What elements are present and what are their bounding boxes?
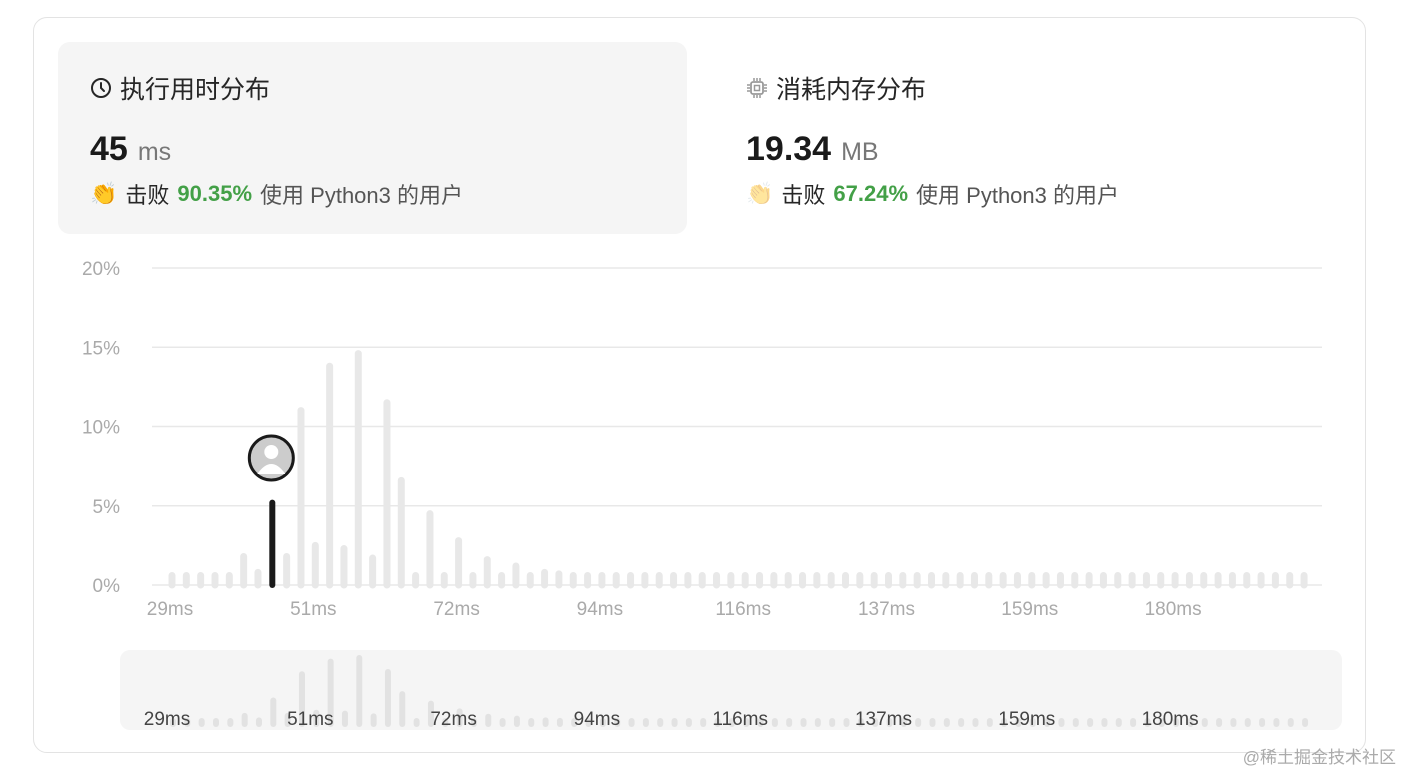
runtime-title-text: 执行用时分布: [120, 76, 271, 104]
memory-title: 消耗内存分布: [746, 70, 926, 106]
memory-panel[interactable]: 消耗内存分布 19.34 MB 👏 击败 67.24% 使用 Python3 的…: [714, 42, 1343, 234]
beats-percent: 67.24%: [833, 181, 909, 206]
memory-title-text: 消耗内存分布: [776, 76, 927, 104]
runtime-number: 45: [90, 130, 128, 168]
memory-number: 19.34: [746, 130, 832, 168]
beats-label: 击败: [125, 183, 170, 208]
memory-unit: MB: [841, 138, 879, 166]
runtime-unit: ms: [137, 138, 172, 166]
runtime-value: 45 ms: [90, 130, 171, 169]
memory-value: 19.34 MB: [746, 130, 879, 169]
clap-icon: 👏: [90, 181, 118, 206]
clap-icon: 👏: [746, 181, 774, 206]
beats-suffix: 使用 Python3 的用户: [916, 183, 1119, 208]
memory-beats: 👏 击败 67.24% 使用 Python3 的用户: [746, 178, 1119, 210]
beats-suffix: 使用 Python3 的用户: [260, 183, 463, 208]
beats-label: 击败: [781, 183, 826, 208]
clock-icon: [91, 78, 111, 98]
distribution-card: [33, 17, 1366, 753]
runtime-beats: 👏 击败 90.35% 使用 Python3 的用户: [90, 178, 463, 210]
watermark: @稀土掘金技术社区: [1242, 748, 1396, 767]
runtime-panel[interactable]: 执行用时分布 45 ms 👏 击败 90.35% 使用 Python3 的用户: [58, 42, 687, 234]
beats-percent: 90.35%: [177, 181, 253, 206]
runtime-title: 执行用时分布: [90, 70, 270, 106]
chip-icon: [747, 78, 767, 98]
